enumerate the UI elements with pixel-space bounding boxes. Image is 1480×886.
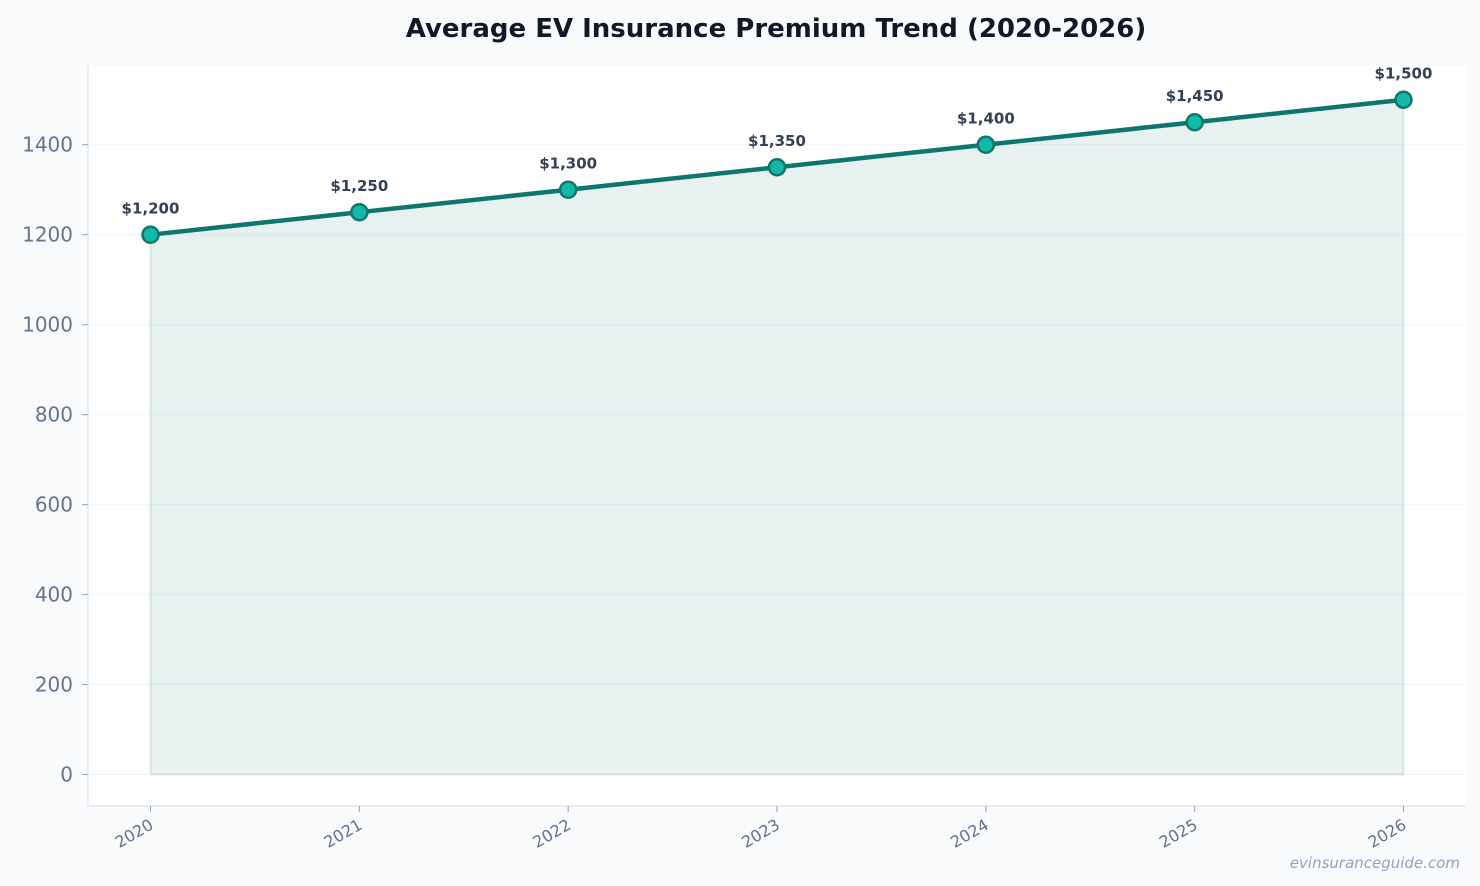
data-point	[141, 225, 160, 244]
data-markers	[141, 90, 1413, 244]
data-point	[350, 202, 369, 222]
plot-area	[88, 66, 1466, 806]
data-point	[1394, 90, 1413, 109]
y-tick-label: 1000	[22, 313, 73, 337]
data-point	[1185, 112, 1204, 132]
data-point	[767, 157, 787, 177]
y-tick-label: 400	[35, 583, 73, 607]
x-tick-label: 2021	[321, 815, 366, 852]
chart-title: Average EV Insurance Premium Trend (2020…	[406, 14, 1146, 44]
data-label: $1,350	[748, 132, 806, 150]
x-tick-label: 2023	[738, 815, 783, 852]
x-tick-label: 2026	[1365, 815, 1410, 852]
x-axis-ticks: 2020 2021 2022 2023 2024 2025 2026	[112, 806, 1410, 852]
x-tick-label: 2024	[947, 815, 992, 852]
data-point	[976, 135, 996, 154]
x-tick-label: 2020	[112, 815, 157, 852]
grid-lines	[88, 144, 1466, 776]
data-label: $1,300	[539, 155, 597, 173]
x-tick-label: 2022	[529, 815, 574, 852]
y-tick-label: 0	[60, 763, 73, 787]
y-tick-label: 200	[35, 673, 73, 697]
data-label: $1,500	[1375, 65, 1433, 83]
y-tick-label: 1200	[22, 223, 73, 247]
y-axis-ticks: 0 200 400 600 800 1000 1200 1400	[22, 133, 88, 787]
watermark: evinsuranceguide.com	[1290, 854, 1460, 872]
data-point	[558, 180, 578, 199]
y-tick-label: 800	[35, 403, 73, 427]
data-label: $1,400	[957, 110, 1015, 128]
y-tick-label: 600	[35, 493, 73, 517]
data-labels: $1,200 $1,250 $1,300 $1,350 $1,400 $1,450 $1,5…	[122, 65, 1433, 218]
y-tick-label: 1400	[22, 133, 73, 157]
x-tick-label: 2025	[1156, 815, 1201, 852]
data-label: $1,200	[122, 200, 180, 218]
data-label: $1,450	[1166, 87, 1224, 105]
data-label: $1,250	[330, 177, 388, 195]
